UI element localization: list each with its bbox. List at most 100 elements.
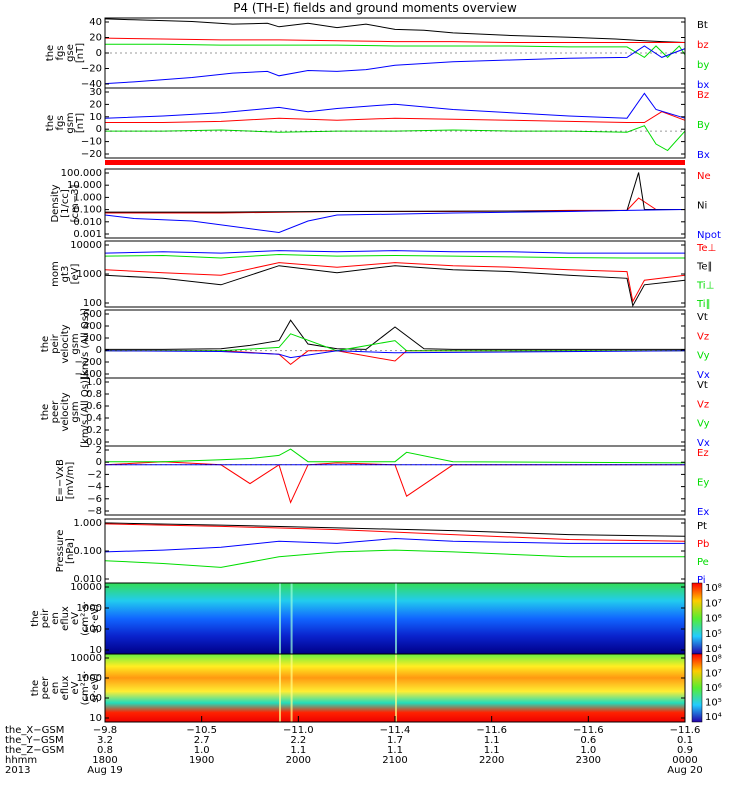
y-axis-label-line: velocity xyxy=(60,324,71,363)
colorbar-tick-label: 10⁸ xyxy=(705,583,722,594)
spectrogram-streak xyxy=(279,583,281,654)
y-axis-label-line: en xyxy=(50,682,61,695)
y-tick-label: 20 xyxy=(89,33,102,44)
colorbar-tick-label: 10⁷ xyxy=(705,598,722,609)
x-row-value: 1.1 xyxy=(484,735,500,746)
y-axis-label-line: sr·eV) xyxy=(90,673,101,702)
y-tick-label: 0.001 xyxy=(73,229,102,240)
y-tick-label: 1000 xyxy=(77,603,102,614)
legend-entry: Pe xyxy=(697,557,709,568)
y-tick-label: 10000 xyxy=(70,653,102,664)
x-row-value: −9.8 xyxy=(93,725,117,736)
y-axis-label-line: sr·eV) xyxy=(90,604,101,633)
y-tick-label: 0.010 xyxy=(73,217,102,228)
spectrogram-streak xyxy=(395,583,397,654)
separator-strip xyxy=(105,160,685,165)
y-axis-label-p8: Pressure [nPa] xyxy=(55,530,76,573)
y-tick-label: 10 xyxy=(89,713,102,724)
x-row-value: −11.6 xyxy=(573,725,604,736)
series-line-p4-Ti⊥ xyxy=(104,250,685,254)
legend-entry: Bx xyxy=(697,150,710,161)
panel-frame-p6 xyxy=(104,377,686,447)
y-axis-label-line: gt3 xyxy=(60,266,71,283)
y-axis-label-p10: the peer en eflux eV (cm²·s· sr·eV) xyxy=(30,671,101,706)
colorbar-tick-label: 10⁷ xyxy=(705,669,722,680)
x-row-value: 1.1 xyxy=(290,745,306,756)
y-axis-label-line: gsm xyxy=(65,112,76,133)
x-row-value: 1.0 xyxy=(194,745,210,756)
x-row-value: 2.2 xyxy=(290,735,306,746)
x-row-value: 2.7 xyxy=(194,735,210,746)
y-axis-label-p1: the fgs gse [nT] xyxy=(45,43,86,63)
legend-entry: Ey xyxy=(697,478,709,489)
legend-entry: Pi xyxy=(697,575,706,586)
y-axis-label-line: velocity xyxy=(60,392,71,431)
y-axis-label-line: [mV/m] xyxy=(65,462,76,500)
y-tick-label: 0.6 xyxy=(86,401,102,412)
y-axis-label-line: [nPa] xyxy=(65,538,76,564)
x-row-label: 2013 xyxy=(5,765,30,776)
series-line-p7-Ey xyxy=(105,448,686,464)
y-tick-label: 1.000 xyxy=(73,518,102,529)
series-line-p2-Bx xyxy=(104,92,686,119)
series-line-p4-Te⊥ xyxy=(104,262,686,303)
y-tick-label: 0 xyxy=(96,124,102,135)
legend-entry: Npot xyxy=(697,230,721,241)
series-line-p1-Bt xyxy=(104,18,686,43)
y-axis-label-line: Pressure xyxy=(55,530,66,573)
x-row-value: 1.1 xyxy=(484,745,500,756)
y-axis-label-line: en xyxy=(50,612,61,625)
y-axis-label-line: the xyxy=(30,680,41,696)
y-tick-label: 0 xyxy=(96,48,102,59)
y-tick-label: 0.100 xyxy=(73,205,102,216)
y-axis-label-line: fgs xyxy=(55,45,66,60)
y-tick-label: 1.0 xyxy=(86,377,102,388)
y-axis-label-line: the xyxy=(45,115,56,131)
y-axis-label-line: E=−VxB xyxy=(55,459,66,502)
y-tick-label: 10 xyxy=(89,645,102,656)
series-line-p8-Pi xyxy=(104,537,685,553)
legend-entry: Ti∥ xyxy=(696,299,711,310)
x-row-value: −11.0 xyxy=(283,725,314,736)
y-tick-label: 10.000 xyxy=(67,180,102,191)
y-axis-label-line: eflux xyxy=(60,676,71,701)
y-tick-label: 0 xyxy=(96,457,102,468)
y-tick-label: −8 xyxy=(87,506,102,517)
x-row-value: 1.0 xyxy=(580,745,596,756)
y-tick-label: 10000 xyxy=(70,240,102,251)
legend-entry: Bz xyxy=(697,90,709,101)
y-axis-label-line: eflux xyxy=(60,606,71,631)
legend-entry: Te∥ xyxy=(696,262,713,273)
x-row-value: 2300 xyxy=(576,755,601,766)
legend-entry: Bt xyxy=(697,20,708,31)
panel-frame-p2 xyxy=(104,87,686,159)
y-axis-label-line: [eV] xyxy=(70,264,81,285)
series-line-p4-Te∥ xyxy=(104,265,686,308)
x-row-value: −11.6 xyxy=(476,725,507,736)
colorbar-tick-label: 10⁴ xyxy=(705,644,722,655)
y-tick-label: 30 xyxy=(89,87,102,98)
colorbar-tick-label: 10⁸ xyxy=(705,654,722,665)
y-axis-label-line: gsm xyxy=(70,401,81,422)
y-tick-label: 200 xyxy=(83,333,102,344)
x-row-value: Aug 19 xyxy=(87,765,122,776)
colorbar-tick-label: 10⁶ xyxy=(705,683,722,694)
y-tick-label: 0.8 xyxy=(86,389,102,400)
x-row-value: 2100 xyxy=(382,755,407,766)
legend-entry: Ne xyxy=(697,171,711,182)
x-row-value: 2000 xyxy=(286,755,311,766)
y-tick-label: −40 xyxy=(81,79,102,90)
y-axis-label-line: [cm−3] xyxy=(70,185,81,223)
series-line-p1-bz xyxy=(104,37,685,43)
y-axis-label-p6: the peer velocity gsm [km/s (All Qs)] xyxy=(40,376,91,448)
y-tick-label: 40 xyxy=(89,17,102,28)
y-tick-label: −10 xyxy=(81,137,102,148)
y-tick-label: 100 xyxy=(83,693,102,704)
legend-entry: Ti⊥ xyxy=(696,280,714,291)
y-tick-label: 0.010 xyxy=(73,574,102,585)
x-row-value: 0.8 xyxy=(97,745,113,756)
x-row-value: 0000 xyxy=(672,755,697,766)
spectrogram-streak xyxy=(290,583,293,654)
